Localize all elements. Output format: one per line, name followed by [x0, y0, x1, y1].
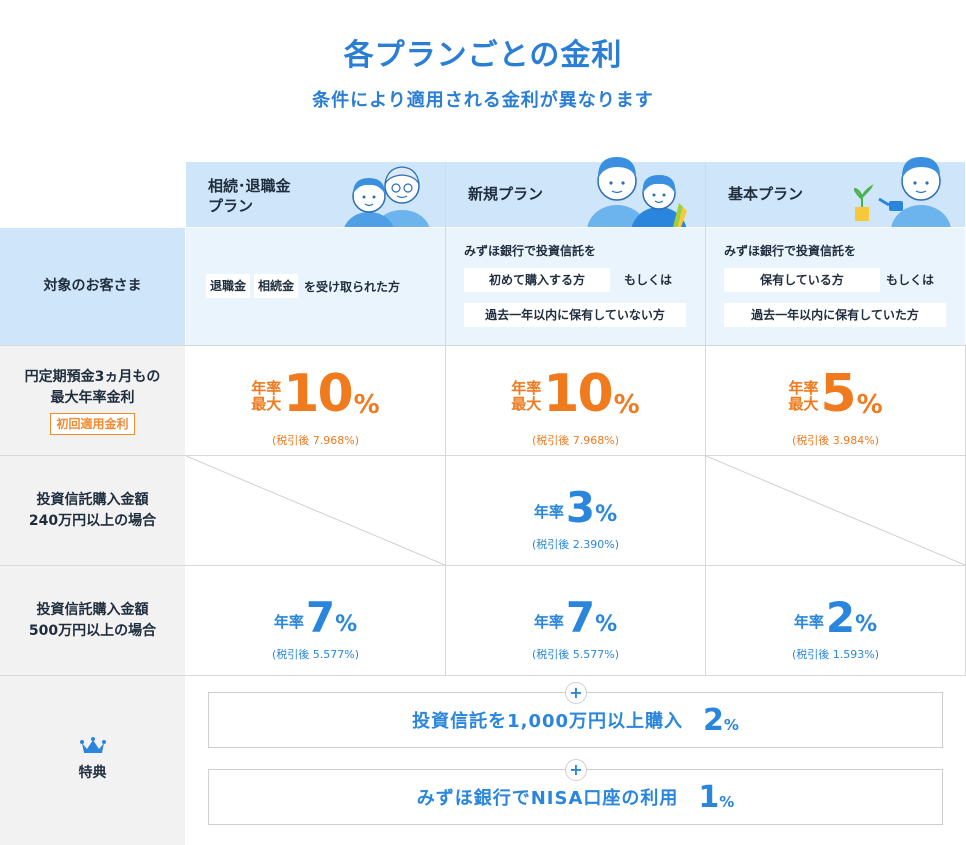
- plan-name-line2: プラン: [208, 197, 254, 215]
- tag-retirement: 退職金: [206, 274, 251, 298]
- target-plan1: 退職金 相続金 を受け取られた方: [186, 228, 445, 345]
- plus-icon: +: [565, 759, 587, 781]
- rate-240-plan3-na: [705, 455, 966, 566]
- row-label-240: 投資信託購入金額 240万円以上の場合: [0, 456, 185, 565]
- plus-icon: +: [565, 682, 587, 704]
- row-label-benefits: 特典: [0, 676, 185, 845]
- rate-500-plan1: 年率 7% (税引後 5.577%): [186, 566, 445, 675]
- plan-name: 基本プラン: [728, 185, 804, 203]
- row-label-500: 投資信託購入金額 500万円以上の場合: [0, 566, 185, 675]
- young-couple-illustration: [587, 157, 687, 227]
- page-title: 各プランごとの金利: [343, 38, 623, 73]
- plan-name: 相続･退職金: [208, 177, 291, 195]
- not-applicable-slash: [185, 455, 446, 566]
- tag-inheritance: 相続金: [254, 274, 299, 298]
- row-label-target: 対象のお客さま: [0, 228, 185, 345]
- page-subtitle: 条件により適用される金利が異なります: [312, 90, 654, 111]
- target-plan2: みずほ銀行で投資信託を 初めて購入する方 もしくは 過去一年以内に保有していない…: [446, 228, 705, 345]
- plan-header-basic: 基本プラン: [706, 157, 965, 227]
- deposit-rate-plan2: 年率 最大 10% (税引後 7.968%): [446, 346, 705, 455]
- plan-header-new: 新規プラン: [446, 157, 705, 227]
- not-applicable-slash: [705, 455, 966, 566]
- rate-240-plan2: 年率 3% (税引後 2.390%): [446, 456, 705, 565]
- deposit-rate-plan3: 年率 最大 5% (税引後 3.984%): [706, 346, 965, 455]
- plan-header-inheritance: 相続･退職金 プラン: [186, 162, 445, 227]
- rate-500-plan3: 年率 2% (税引後 1.593%): [706, 566, 965, 675]
- target-plan3: みずほ銀行で投資信託を 保有している方 もしくは 過去一年以内に保有していた方: [706, 228, 965, 345]
- first-rate-badge: 初回適用金利: [50, 412, 135, 435]
- watering-plant-illustration: [853, 157, 951, 227]
- crown-icon: [79, 737, 106, 753]
- plan-name: 新規プラン: [468, 185, 544, 203]
- rate-500-plan2: 年率 7% (税引後 5.577%): [446, 566, 705, 675]
- row-label-deposit: 円定期預金3ヵ月もの 最大年率金利 初回適用金利: [0, 346, 185, 455]
- senior-couple-illustration: [344, 166, 430, 227]
- rate-240-plan1-na: [185, 455, 446, 566]
- deposit-rate-plan1: 年率 最大 10% (税引後 7.968%): [186, 346, 445, 455]
